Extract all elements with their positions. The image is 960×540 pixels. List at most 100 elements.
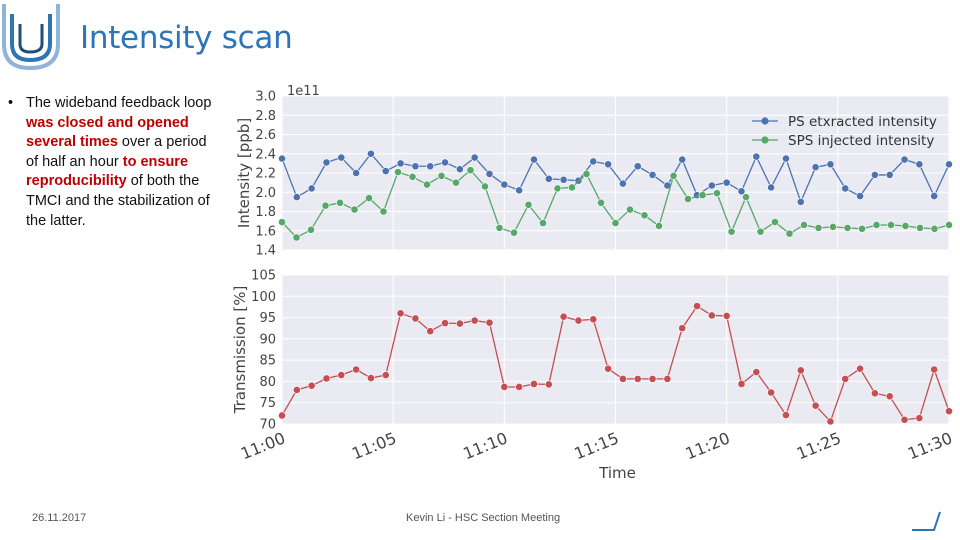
data-point [426, 327, 435, 336]
data-point [352, 169, 361, 177]
data-point [767, 388, 776, 397]
data-point [322, 374, 331, 383]
data-point [500, 383, 509, 391]
data-point [307, 184, 316, 193]
data-point [574, 316, 583, 325]
data-point [350, 205, 359, 214]
data-point [826, 160, 835, 169]
y-axis-label: Intensity [ppb] [235, 118, 253, 228]
data-point [619, 374, 627, 383]
data-point [900, 155, 909, 164]
y-tick-label: 85 [259, 354, 276, 369]
data-point [713, 189, 721, 198]
data-point [337, 371, 346, 379]
data-point [485, 170, 494, 178]
data-point [568, 183, 576, 192]
data-point [379, 207, 388, 216]
data-point [452, 178, 460, 187]
x-axis-label: Time [598, 464, 636, 482]
data-point [423, 180, 431, 189]
data-point [396, 309, 405, 318]
data-point [524, 200, 533, 209]
data-point [752, 368, 761, 376]
data-point [530, 155, 538, 164]
corner-decoration-icon [912, 511, 941, 531]
y-tick-label: 2.0 [255, 186, 276, 201]
data-point [582, 170, 591, 178]
y-tick-label: 95 [259, 311, 276, 326]
x-tick-label: 11:15 [572, 428, 622, 463]
x-tick-label: 11:00 [238, 428, 288, 463]
data-point [604, 364, 612, 373]
data-point [722, 178, 731, 187]
data-point [441, 158, 449, 167]
data-point [292, 193, 301, 201]
data-point [589, 157, 598, 166]
data-point [539, 219, 547, 227]
data-point [767, 183, 776, 192]
data-point [441, 319, 449, 328]
data-point [796, 366, 805, 375]
data-point [887, 221, 895, 229]
data-point [466, 166, 475, 175]
data-point [307, 381, 316, 390]
data-point [426, 162, 435, 171]
x-tick-label: 11:10 [460, 428, 510, 463]
data-point [858, 224, 866, 233]
data-point [727, 227, 736, 236]
data-point [693, 302, 701, 310]
x-tick-label: 11:25 [794, 428, 844, 463]
data-point [292, 233, 301, 242]
data-point [365, 194, 373, 202]
data-point [455, 319, 464, 328]
data-point [604, 160, 612, 169]
y-tick-label: 1.6 [255, 224, 276, 239]
data-point [396, 159, 405, 168]
data-point [633, 374, 642, 383]
data-point [785, 229, 794, 238]
x-tick-label: 11:20 [683, 428, 733, 463]
data-point [901, 222, 910, 230]
data-point [900, 415, 909, 424]
data-point [742, 193, 750, 201]
cern-logo-icon [2, 4, 60, 71]
bullet-segment: to ensure reproducibility [26, 153, 189, 190]
data-point [930, 365, 939, 374]
data-point [678, 324, 687, 333]
y-tick-label: 2.2 [255, 167, 276, 182]
data-point [872, 221, 881, 229]
data-point [321, 201, 330, 210]
data-point [915, 414, 924, 422]
data-point [870, 171, 879, 179]
y-tick-label: 105 [251, 269, 276, 284]
bullet-dot-icon: • [8, 95, 14, 111]
data-point [885, 392, 894, 401]
data-point [597, 198, 605, 207]
data-point [500, 180, 509, 189]
data-point [945, 221, 953, 229]
legend-marker [761, 117, 769, 125]
data-point [885, 171, 894, 179]
y-tick-label: 2.4 [255, 147, 276, 162]
data-point [684, 195, 692, 203]
data-point [408, 172, 417, 181]
data-point [756, 227, 765, 236]
data-point [800, 221, 808, 229]
data-point [737, 187, 746, 196]
data-point [669, 171, 678, 180]
data-point [367, 374, 375, 382]
data-point [663, 374, 672, 383]
data-point [707, 181, 716, 190]
data-point [544, 174, 553, 183]
data-point [470, 153, 479, 162]
y-tick-label: 1.8 [255, 205, 276, 220]
data-point [411, 314, 420, 323]
data-point [485, 318, 494, 327]
y-tick-label: 3.0 [255, 90, 276, 105]
footer-date: 26.11.2017 [32, 512, 87, 524]
data-point [515, 383, 524, 391]
legend-entry: SPS injected intensity [788, 133, 934, 149]
